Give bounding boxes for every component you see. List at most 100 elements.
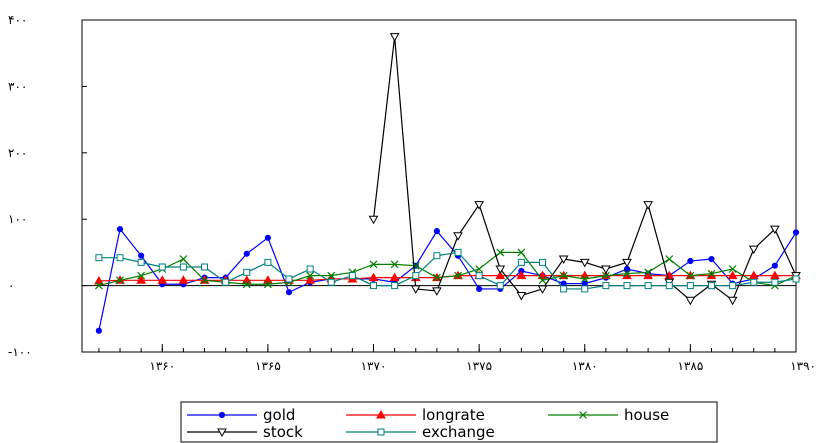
point-gold <box>708 255 715 263</box>
series-line-house <box>98 251 797 287</box>
x-tick-label: ۱۳۶۵ <box>255 359 281 373</box>
point-exchange <box>137 258 145 266</box>
point-exchange <box>243 268 251 276</box>
point-stock <box>432 287 442 296</box>
point-gold <box>285 289 293 296</box>
series-stock <box>368 33 801 306</box>
point-house <box>707 269 716 278</box>
point-exchange <box>285 275 293 283</box>
point-stock <box>516 292 527 301</box>
point-house <box>306 271 315 280</box>
point-exchange <box>348 272 356 280</box>
point-house <box>116 276 124 285</box>
point-exchange <box>264 258 272 266</box>
point-house <box>496 248 505 257</box>
point-exchange <box>644 282 652 290</box>
point-stock <box>410 285 421 294</box>
y-tick-label: ۴۰۰ <box>8 13 27 27</box>
point-stock <box>474 201 484 210</box>
series-longrate <box>94 270 801 285</box>
point-house <box>390 260 399 269</box>
point-exchange <box>623 282 631 290</box>
x-tick-label: ۱۳۸۰ <box>572 359 598 373</box>
legend-item-stock: stock <box>187 423 303 441</box>
point-house <box>538 276 547 285</box>
legend-swatch-marker <box>376 409 386 419</box>
point-house <box>263 280 272 289</box>
point-exchange <box>517 258 525 266</box>
plot-border <box>81 19 797 353</box>
x-tick-label: ۱۳۶۰ <box>149 359 175 373</box>
point-exchange <box>792 275 800 283</box>
legend-swatch-marker <box>579 411 587 419</box>
legend-label: stock <box>263 423 303 441</box>
point-stock <box>495 265 506 275</box>
x-tick-label: ۱۳۹۰ <box>790 359 816 373</box>
point-exchange <box>686 282 694 290</box>
point-exchange <box>158 263 166 271</box>
legend-item-house: house <box>548 406 669 424</box>
point-exchange <box>496 282 504 290</box>
point-longrate <box>516 270 527 280</box>
legend-item-longrate: longrate <box>346 406 485 424</box>
point-longrate <box>94 275 104 285</box>
point-exchange <box>391 282 399 290</box>
point-stock <box>685 296 696 306</box>
series-house <box>94 248 800 290</box>
point-house <box>475 265 484 273</box>
point-house <box>200 276 209 285</box>
point-exchange <box>771 278 779 286</box>
point-exchange <box>201 263 209 271</box>
point-gold <box>95 327 102 334</box>
point-exchange <box>95 254 103 262</box>
point-house <box>665 255 674 263</box>
point-gold <box>433 228 440 235</box>
point-longrate <box>389 272 400 282</box>
x-tick-label: ۱۳۸۵ <box>677 359 703 373</box>
point-stock <box>453 232 463 241</box>
point-gold <box>687 257 694 265</box>
point-stock <box>537 285 548 294</box>
point-stock <box>368 215 379 225</box>
point-gold <box>771 262 778 269</box>
legend: gold longrate house stock exchange <box>180 401 718 443</box>
point-stock <box>622 258 632 268</box>
point-exchange <box>454 248 462 256</box>
point-longrate <box>495 270 506 280</box>
point-exchange <box>539 258 547 266</box>
point-house <box>369 260 378 269</box>
point-house <box>623 269 631 278</box>
series-layer <box>94 33 801 334</box>
point-longrate <box>157 275 168 284</box>
legend-swatch-marker <box>377 428 385 436</box>
series-line-exchange <box>98 251 797 290</box>
legend-box <box>180 401 718 443</box>
legend-swatch-marker <box>217 428 227 438</box>
point-gold <box>264 234 271 241</box>
point-house <box>644 268 653 277</box>
point-exchange <box>729 282 737 290</box>
point-longrate <box>727 270 738 280</box>
point-exchange <box>475 272 483 280</box>
point-house <box>242 280 251 289</box>
x-tick-label: ۱۳۷۵ <box>466 359 492 373</box>
point-stock <box>579 258 590 268</box>
point-exchange <box>665 282 673 290</box>
x-tick-label: ۱۳۷۰ <box>361 359 387 373</box>
point-longrate <box>770 270 780 280</box>
point-exchange <box>116 254 124 262</box>
y-tick-label: -۱۰۰ <box>8 345 32 359</box>
point-stock <box>748 245 759 255</box>
point-house <box>432 273 441 282</box>
point-exchange <box>327 278 335 286</box>
legend-swatch-marker <box>218 411 226 419</box>
point-house <box>517 248 526 257</box>
point-house <box>601 271 610 280</box>
point-exchange <box>306 265 314 273</box>
point-longrate <box>368 272 379 282</box>
point-stock <box>389 33 400 42</box>
series-line-gold <box>98 227 797 331</box>
y-tick-label: ۳۰۰ <box>8 79 27 93</box>
point-gold <box>116 226 124 233</box>
